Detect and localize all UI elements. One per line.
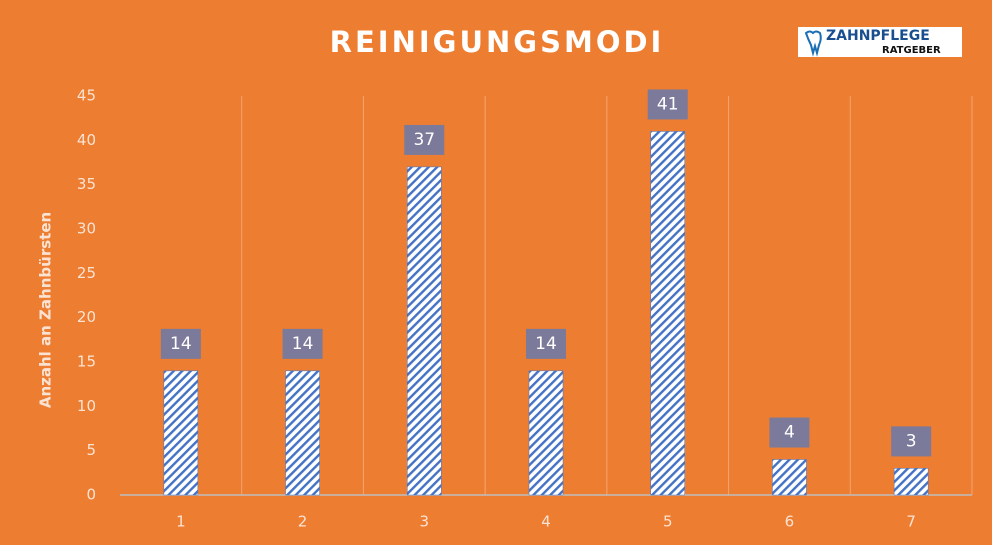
y-tick-label: 5	[86, 441, 96, 459]
data-label-box	[769, 417, 810, 448]
x-tick-label: 1	[176, 513, 186, 531]
y-tick-label: 35	[77, 175, 96, 193]
y-axis-label: Anzahl an Zahnbürsten	[37, 212, 55, 408]
logo-tooth	[804, 30, 822, 57]
data-label: 37	[413, 130, 435, 150]
y-tick-label: 30	[77, 220, 96, 238]
x-tick-label: 2	[298, 513, 308, 531]
data-label: 41	[657, 94, 679, 114]
data-label-box	[160, 328, 201, 359]
data-label-box	[891, 426, 932, 457]
data-label-box	[404, 124, 445, 155]
y-tick-label: 0	[86, 486, 96, 504]
bar	[163, 370, 199, 496]
x-tick-label: 5	[663, 513, 673, 531]
x-tick-label: 4	[541, 513, 551, 531]
bar	[772, 459, 807, 496]
bar	[407, 166, 442, 496]
x-tick-label: 7	[906, 513, 916, 531]
bar	[893, 468, 929, 496]
bar	[528, 370, 564, 496]
logo: ZAHNPFLEGE RATGEBER	[798, 27, 962, 57]
logo-box	[798, 27, 962, 57]
bar	[285, 370, 320, 496]
data-label-box	[526, 328, 566, 359]
data-label: 4	[784, 423, 795, 443]
y-tick-label: 20	[77, 308, 96, 326]
data-label: 14	[292, 334, 314, 354]
data-label: 14	[170, 334, 192, 354]
y-tick-label: 25	[77, 264, 96, 282]
logo-line1: ZAHNPFLEGE	[826, 28, 930, 44]
y-tick-label: 15	[77, 353, 96, 371]
data-label: 3	[906, 431, 917, 451]
data-label-box	[282, 328, 323, 359]
y-tick-label: 45	[77, 87, 96, 105]
logo-line2: RATGEBER	[882, 45, 941, 56]
bar	[650, 131, 685, 496]
chart-title: REINIGUNGSMODI	[330, 25, 665, 59]
data-label-box	[647, 89, 688, 120]
x-tick-label: 3	[420, 513, 430, 531]
y-tick-label: 40	[77, 131, 96, 149]
x-tick-label: 6	[785, 513, 795, 531]
y-tick-label: 10	[77, 397, 96, 415]
data-label: 14	[535, 334, 557, 354]
